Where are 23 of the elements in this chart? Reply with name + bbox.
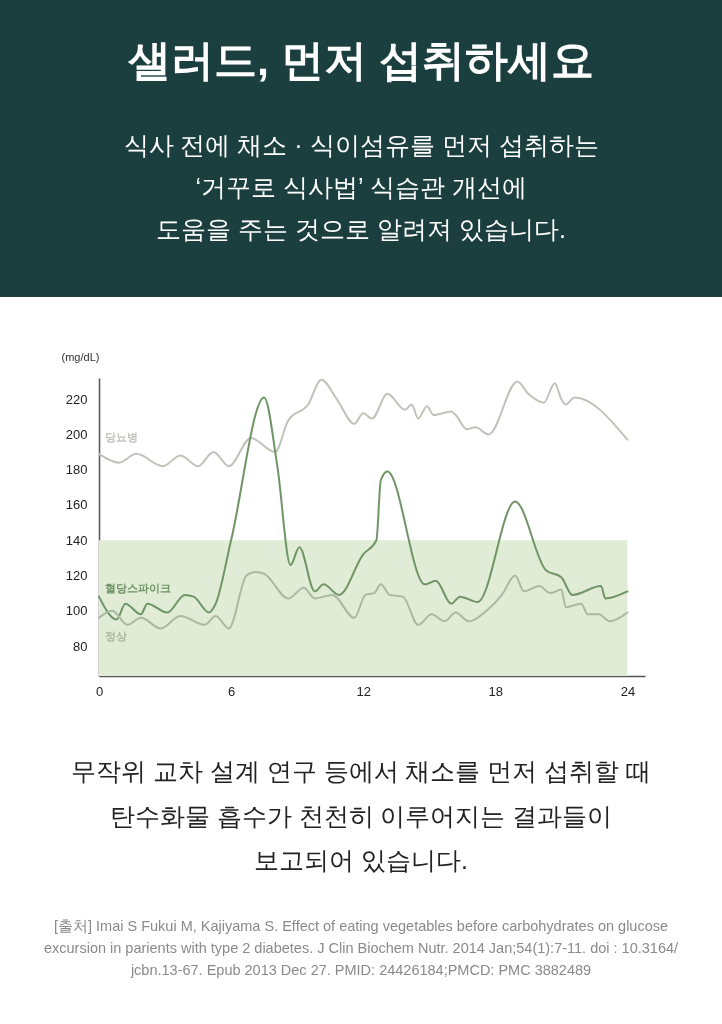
x-tick-label: 18	[488, 683, 504, 699]
series-label: 당뇨병	[105, 430, 138, 443]
line-series	[98, 570, 629, 630]
y-tick-label: 200	[65, 426, 88, 442]
chart-subtitle: 식사 전에 채소 · 식이섬유를 먼저 섭취하는 ‘거꾸로 식사법’ 식습관 개선에 도움을 주는 것으로 알려져 있습니다.	[123, 131, 599, 243]
text: 무작위 교차 설계 연구 등에서 채소를 먼저 섭취할 때 탄수화물 흡수가 천천히 이루어지는 결과들이 보고되어 있습니다.	[70, 757, 652, 874]
y-tick-label: 120	[65, 567, 88, 583]
x-tick-label: 12	[356, 683, 371, 699]
series-label: 혈당스파이크	[105, 581, 171, 594]
y-tick-label: 160	[65, 497, 88, 513]
y-tick-label: 220	[65, 391, 88, 407]
x-tick-label: 6	[227, 683, 236, 699]
y-tick-label: 140	[65, 532, 88, 548]
y-tick-label: 100	[65, 603, 88, 619]
chart-title: 샐러드, 먼저 섭취하세요	[127, 36, 594, 84]
text: [출처] Imai S Fukui M, Kajiyama S. Effect of eating vegetables before carbohydrates on glucose excursion in parients with type 2 diabetes. J Clin Biochem Nutr. 2014 Jan;54(1):7-11. doi : 10.3164/ jcbn.13-67. Epub 2013 Dec 27. PMID: 24426184;PMCD: PMC 3882489	[43, 918, 679, 978]
x-tick-label: 0	[95, 683, 104, 699]
y-tick-label: 180	[65, 462, 88, 478]
x-tick-label: 24	[620, 683, 636, 699]
line-series	[98, 396, 629, 621]
line-series	[98, 378, 629, 468]
y-tick-label: 80	[73, 638, 88, 654]
y-axis-title: (mg/dL)	[61, 350, 100, 363]
